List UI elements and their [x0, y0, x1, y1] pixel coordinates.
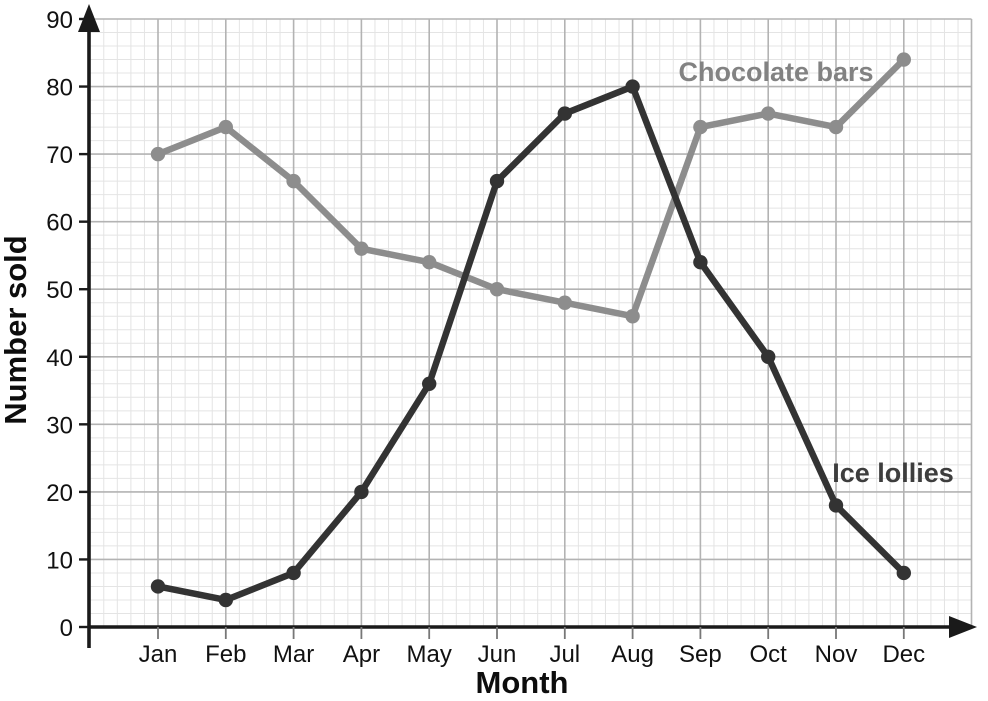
x-tick-label-sep: Sep [679, 641, 722, 668]
y-tick-label-80: 80 [46, 75, 73, 102]
x-tick-label-nov: Nov [815, 641, 858, 668]
data-point-chocolate-bars-may [422, 255, 437, 270]
data-point-ice-lollies-may [422, 376, 437, 391]
y-tick-label-30: 30 [46, 412, 73, 439]
x-axis-arrow [949, 616, 977, 638]
data-point-chocolate-bars-nov [828, 119, 844, 135]
data-point-chocolate-bars-apr [354, 241, 369, 256]
x-tick-label-jul: Jul [549, 641, 580, 668]
data-point-chocolate-bars-jun [489, 282, 505, 297]
data-point-chocolate-bars-jan [150, 146, 166, 162]
series-label-chocolate-bars: Chocolate bars [678, 57, 873, 87]
data-point-ice-lollies-aug [625, 79, 640, 94]
data-point-ice-lollies-sep [693, 255, 708, 270]
data-point-ice-lollies-oct [761, 349, 776, 364]
major-gridlines [89, 18, 973, 628]
data-point-chocolate-bars-dec [896, 52, 911, 67]
data-point-chocolate-bars-aug [625, 309, 640, 324]
data-point-chocolate-bars-feb [218, 119, 233, 135]
series-label-ice-lollies: Ice lollies [832, 458, 954, 488]
series-line-chocolate-bars [154, 56, 908, 320]
y-tick-label-20: 20 [46, 480, 73, 507]
y-tick-label-40: 40 [46, 345, 73, 372]
data-point-chocolate-bars-mar [286, 173, 301, 189]
series-lines [150, 52, 911, 608]
y-tick-label-50: 50 [46, 277, 73, 304]
data-point-ice-lollies-mar [286, 565, 301, 581]
data-point-ice-lollies-dec [896, 565, 911, 581]
y-axis-title: Number sold [0, 235, 33, 424]
x-tick-label-aug: Aug [611, 641, 654, 668]
y-tick-label-60: 60 [46, 210, 73, 237]
series-line-ice-lollies [154, 83, 908, 604]
x-tick-label-dec: Dec [882, 641, 925, 668]
axes [78, 4, 977, 648]
x-tick-label-jan: Jan [139, 641, 178, 668]
data-point-chocolate-bars-sep [693, 119, 708, 135]
x-tick-label-jun: Jun [478, 641, 517, 668]
y-tick-label-0: 0 [60, 615, 73, 642]
x-tick-label-may: May [407, 641, 452, 668]
data-point-chocolate-bars-jul [557, 295, 572, 310]
data-point-ice-lollies-feb [218, 592, 233, 608]
data-point-ice-lollies-jan [150, 579, 166, 594]
y-tick-label-10: 10 [46, 547, 73, 574]
tick-labels: 0 10 20 30 40 50 60 70 80 90 Jan Feb Mar Apr May Jun Jul… [46, 7, 925, 668]
minor-gridlines [89, 18, 973, 628]
x-tick-label-mar: Mar [273, 641, 314, 668]
data-point-chocolate-bars-oct [761, 106, 776, 121]
data-point-ice-lollies-jun [489, 173, 505, 189]
y-tick-label-90: 90 [46, 7, 73, 34]
data-point-ice-lollies-apr [354, 484, 369, 500]
x-tick-label-oct: Oct [750, 641, 788, 668]
x-axis-title: Month [476, 665, 569, 700]
x-tick-label-apr: Apr [343, 641, 380, 668]
data-point-ice-lollies-nov [828, 498, 844, 513]
data-point-ice-lollies-jul [557, 106, 572, 121]
y-tick-label-70: 70 [46, 142, 73, 169]
x-tick-label-feb: Feb [205, 641, 246, 668]
